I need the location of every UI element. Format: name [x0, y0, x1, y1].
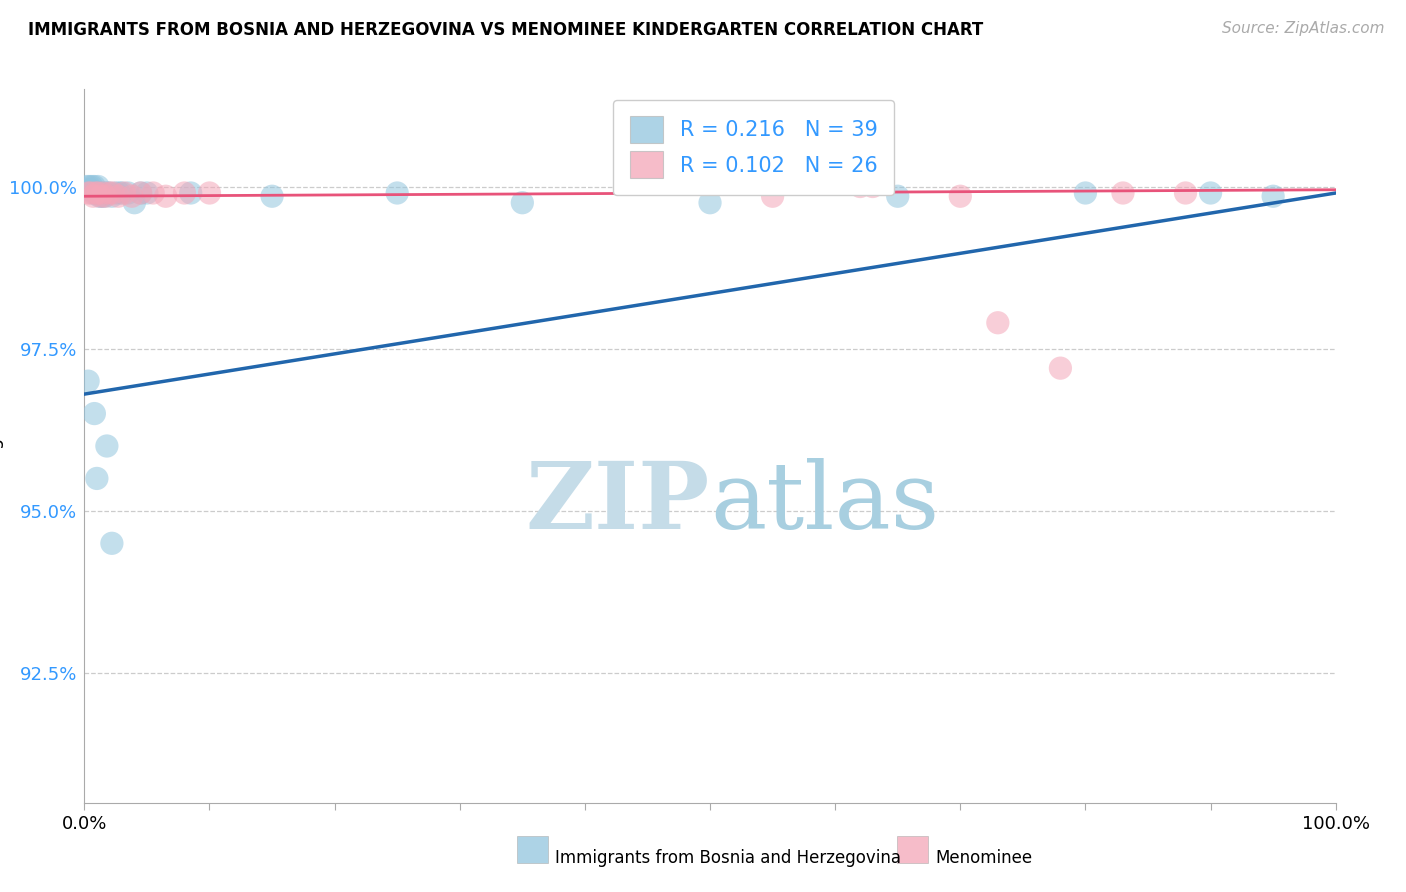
Point [887, 189, 910, 203]
Point [77, 186, 100, 200]
Point [87, 179, 110, 194]
Point [83, 407, 105, 421]
Point [90, 189, 112, 203]
Point [129, 186, 152, 200]
Point [98, 186, 121, 200]
Point [94, 189, 117, 203]
Point [121, 189, 143, 203]
Text: Menominee: Menominee [935, 849, 1032, 867]
Text: ZIP: ZIP [526, 458, 710, 548]
Point [111, 186, 134, 200]
Point [84, 186, 107, 200]
Text: atlas: atlas [710, 458, 939, 548]
Point [1049, 361, 1071, 376]
Point [79, 183, 101, 197]
Point [124, 195, 146, 210]
Point [86, 186, 108, 200]
Text: Source: ZipAtlas.com: Source: ZipAtlas.com [1222, 21, 1385, 36]
Point [101, 186, 124, 200]
Point [862, 179, 884, 194]
Point [91, 186, 114, 200]
Point [849, 179, 872, 194]
Point [101, 189, 124, 203]
Point [1112, 186, 1135, 200]
Point [89, 189, 111, 203]
Point [98, 186, 121, 200]
Point [1174, 186, 1197, 200]
Point [96, 439, 118, 453]
Point [112, 186, 135, 200]
Point [699, 195, 721, 210]
Point [82, 189, 104, 203]
Bar [517, 836, 548, 863]
Point [96, 186, 118, 200]
Point [77, 183, 100, 197]
Point [79, 179, 101, 194]
Point [1263, 189, 1285, 203]
Point [142, 186, 165, 200]
Point [180, 186, 202, 200]
Point [108, 186, 131, 200]
Point [107, 189, 129, 203]
Legend: R = 0.216   N = 39, R = 0.102   N = 26: R = 0.216 N = 39, R = 0.102 N = 26 [613, 100, 894, 194]
Point [84, 186, 107, 200]
Point [82, 186, 104, 200]
Point [86, 471, 108, 485]
Point [136, 186, 159, 200]
Point [987, 316, 1010, 330]
Point [93, 189, 115, 203]
Point [173, 186, 195, 200]
Point [262, 189, 284, 203]
Point [117, 186, 139, 200]
Bar [897, 836, 928, 863]
Y-axis label: Kindergarten: Kindergarten [0, 387, 3, 505]
Point [79, 186, 101, 200]
Point [385, 186, 409, 200]
Point [87, 186, 110, 200]
Point [1199, 186, 1222, 200]
Point [76, 179, 98, 194]
Point [83, 179, 105, 194]
Point [104, 186, 127, 200]
Point [949, 189, 972, 203]
Point [90, 189, 112, 203]
Point [80, 179, 103, 194]
Point [77, 374, 100, 388]
Text: IMMIGRANTS FROM BOSNIA AND HERZEGOVINA VS MENOMINEE KINDERGARTEN CORRELATION CHA: IMMIGRANTS FROM BOSNIA AND HERZEGOVINA V… [28, 21, 983, 38]
Point [101, 536, 124, 550]
Point [1074, 186, 1097, 200]
Point [512, 195, 534, 210]
Point [198, 186, 221, 200]
Point [129, 186, 152, 200]
Point [155, 189, 177, 203]
Point [91, 186, 114, 200]
Text: Immigrants from Bosnia and Herzegovina: Immigrants from Bosnia and Herzegovina [555, 849, 901, 867]
Point [762, 189, 785, 203]
Point [90, 186, 112, 200]
